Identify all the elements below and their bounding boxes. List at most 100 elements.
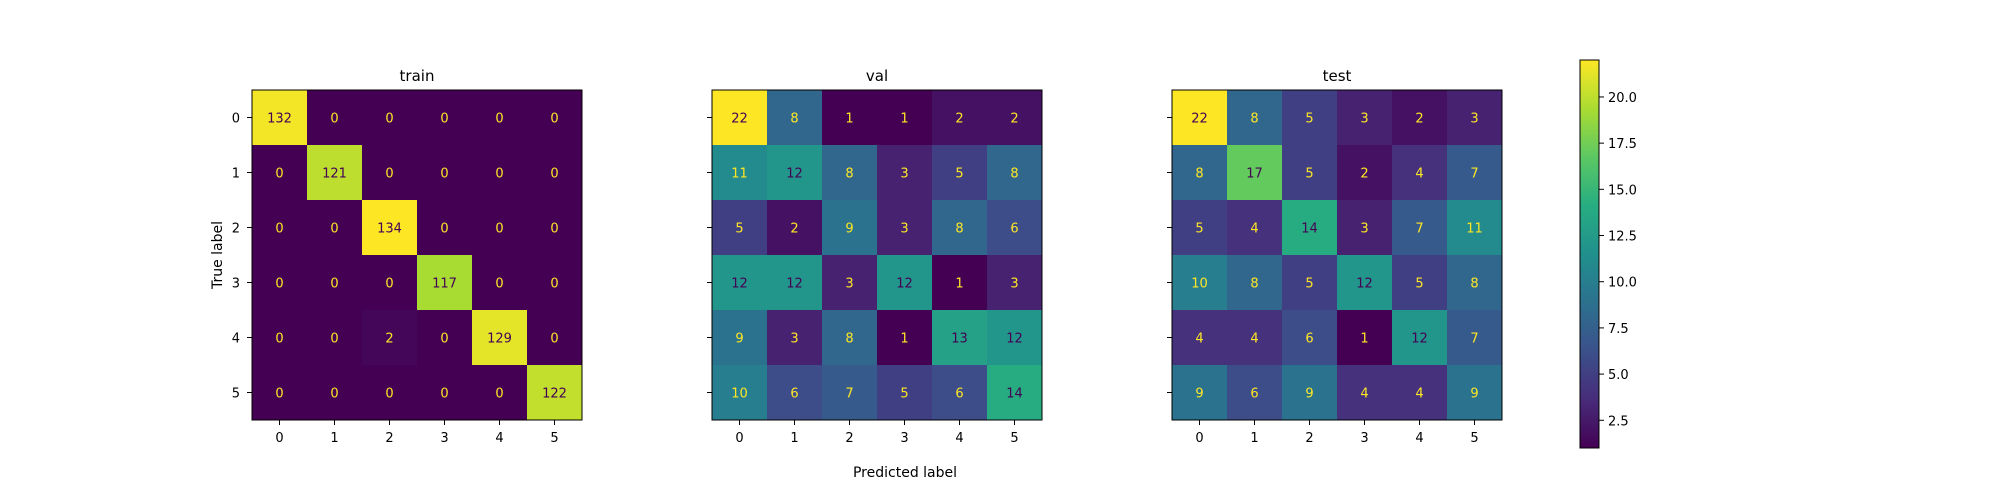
heatmap-cell [1282,145,1338,201]
cell-value-label: 17 [1246,167,1263,182]
cell-value-label: 0 [440,167,448,182]
cell-value-label: 4 [1415,387,1423,402]
y-tick-label: 0 [232,112,240,127]
cell-value-label: 9 [1305,387,1313,402]
heatmap-cell [1337,90,1393,146]
heatmap-cell [417,365,473,421]
heatmap-cell [1447,365,1503,421]
cell-value-label: 2 [1360,167,1368,182]
heatmap-cell [1282,310,1338,366]
colorbar-tick-label: 7.5 [1608,322,1629,337]
panel-title: train [400,67,435,85]
cell-value-label: 8 [1010,167,1018,182]
cell-value-label: 12 [786,167,803,182]
cell-value-label: 134 [377,222,402,237]
heatmap-cell [822,200,878,256]
x-tick-label: 0 [1195,431,1203,446]
cell-value-label: 4 [1415,167,1423,182]
heatmap-cell [1227,310,1283,366]
colorbar-tick-label: 2.5 [1608,414,1629,429]
cell-value-label: 22 [731,112,748,127]
heatmap-cell [1337,200,1393,256]
cell-value-label: 0 [275,387,283,402]
heatmap-cell [307,255,363,311]
heatmap-cell [417,255,473,311]
cell-value-label: 10 [731,387,748,402]
cell-value-label: 12 [1356,277,1373,292]
cell-value-label: 7 [845,387,853,402]
heatmap-cell [1227,145,1283,201]
heatmap-cell [712,90,768,146]
heatmap-cell [527,145,583,201]
heatmap-cell [527,255,583,311]
x-tick-label: 0 [275,431,283,446]
cell-value-label: 12 [786,277,803,292]
cell-value-label: 0 [440,112,448,127]
heatmap-cell [877,200,933,256]
heatmap-cell [362,365,418,421]
heatmap-cell [1172,90,1228,146]
cell-value-label: 0 [275,167,283,182]
colorbar-tick-label: 20.0 [1608,91,1637,106]
heatmap-cell [712,200,768,256]
cell-value-label: 0 [385,277,393,292]
heatmap-cell [767,145,823,201]
heatmap-cell [877,310,933,366]
cell-value-label: 2 [385,332,393,347]
cell-value-label: 6 [790,387,798,402]
heatmap-cell [472,310,528,366]
axes-frame [251,89,583,421]
x-tick-label: 0 [735,431,743,446]
cell-value-label: 1 [900,112,908,127]
heatmap-cell [1392,255,1448,311]
x-tick-label: 5 [550,431,558,446]
heatmap-cell [767,310,823,366]
heatmap-cell [1447,145,1503,201]
cell-value-label: 14 [1006,387,1023,402]
heatmap-cell [307,145,363,201]
heatmap-cell [1282,90,1338,146]
cell-value-label: 4 [1360,387,1368,402]
heatmap-cell [1172,145,1228,201]
heatmap-cell [362,200,418,256]
cell-value-label: 4 [1195,332,1203,347]
cell-value-label: 8 [1470,277,1478,292]
heatmap-cell [362,310,418,366]
cell-value-label: 5 [1305,112,1313,127]
heatmap-cell [417,145,473,201]
heatmap-cell [932,90,988,146]
heatmap-cell [987,200,1043,256]
cell-value-label: 4 [1250,222,1258,237]
cell-value-label: 8 [1250,112,1258,127]
heatmap-cell [1227,90,1283,146]
heatmap-cell [822,255,878,311]
heatmap-cell [417,200,473,256]
heatmap-cell [932,310,988,366]
heatmap-cell [767,365,823,421]
x-tick-label: 4 [495,431,503,446]
heatmap-cell [1392,90,1448,146]
cell-value-label: 1 [900,332,908,347]
cell-value-label: 0 [495,277,503,292]
heatmap-cell [252,90,308,146]
heatmap-cell [1282,365,1338,421]
heatmap-cell [1172,365,1228,421]
heatmap-cell [472,255,528,311]
heatmap-cell [1227,365,1283,421]
cell-value-label: 0 [440,222,448,237]
heatmap-cell [527,90,583,146]
heatmap-cell [712,365,768,421]
cell-value-label: 0 [550,332,558,347]
heatmap-cell [472,200,528,256]
x-tick-label: 1 [1250,431,1258,446]
heatmap-cell [472,90,528,146]
x-tick-label: 2 [1305,431,1313,446]
cell-value-label: 22 [1191,112,1208,127]
x-tick-label: 3 [900,431,908,446]
heatmap-cell [1392,145,1448,201]
y-axis-label: True label [210,221,226,290]
cell-value-label: 0 [275,222,283,237]
